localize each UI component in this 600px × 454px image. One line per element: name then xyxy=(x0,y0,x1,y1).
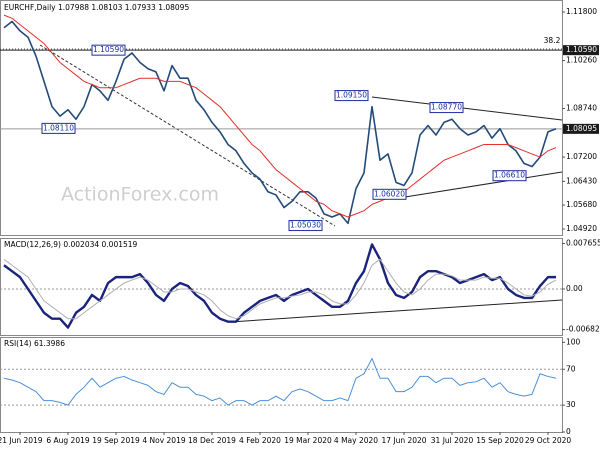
y-tick-label: 0.007655 xyxy=(566,239,600,248)
y-tick-label: 100 xyxy=(566,337,581,346)
rsi-title: RSI(14) 61.3986 xyxy=(4,339,65,348)
series-line xyxy=(3,258,557,320)
y-tick-label: 1.06430 xyxy=(566,176,597,185)
downtrend-line xyxy=(39,44,336,227)
x-tick-label: 29 Oct 2020 xyxy=(525,436,572,445)
annotation-label: 1.06610 xyxy=(494,171,525,180)
x-tick-label: 19 Sep 2019 xyxy=(92,436,140,445)
level-box xyxy=(563,45,599,56)
annotation-label: 1.08770 xyxy=(431,103,462,112)
annotation-label: 1.05030 xyxy=(290,221,321,230)
annotation-label: 1.09150 xyxy=(336,91,367,100)
macd-panel xyxy=(0,238,563,336)
y-tick-label: 1.04920 xyxy=(566,224,597,233)
series-line xyxy=(3,14,557,218)
y-tick-label: 70 xyxy=(566,364,576,373)
price-panel xyxy=(0,0,563,236)
series-line xyxy=(3,358,557,406)
y-tick-label: 1.10260 xyxy=(566,56,597,65)
triangle-lower xyxy=(404,171,563,198)
x-tick-label: 18 Dec 2019 xyxy=(188,436,236,445)
level-label: 1.08095 xyxy=(566,124,597,133)
level-label: 1.10590 xyxy=(566,45,597,54)
x-tick-label: 31 Jul 2020 xyxy=(431,436,474,445)
watermark: ActionForex.com xyxy=(61,184,219,206)
level-box xyxy=(563,123,599,134)
annotation-box xyxy=(91,44,126,56)
annotation-box xyxy=(372,188,407,200)
macd-title: MACD(12,26,9) 0.002034 0.001519 xyxy=(4,240,138,249)
annotation-label: 1.10590 xyxy=(93,45,124,54)
triangle-upper xyxy=(371,96,563,121)
annotation-box xyxy=(288,220,323,232)
annotation-label: 1.08110 xyxy=(43,123,74,132)
y-tick-label: 0.00 xyxy=(566,284,583,293)
x-tick-label: 4 Nov 2019 xyxy=(142,436,185,445)
fib-label: 38.2 xyxy=(544,36,561,45)
macd-trendline xyxy=(229,299,563,323)
y-tick-label: 1.11800 xyxy=(566,7,597,16)
y-tick-label: 1.07200 xyxy=(566,152,597,161)
annotation-box xyxy=(429,102,464,114)
y-tick-label: 1.08740 xyxy=(566,104,597,113)
x-tick-label: 21 Jun 2019 xyxy=(0,436,43,445)
x-tick-label: 17 Jun 2020 xyxy=(381,436,426,445)
x-tick-label: 15 Sep 2020 xyxy=(476,436,524,445)
series-line xyxy=(3,20,557,225)
y-tick-label: 0 xyxy=(566,427,571,436)
annotation-box xyxy=(334,90,369,102)
x-tick-label: 4 Feb 2020 xyxy=(239,436,281,445)
annotation-box xyxy=(41,122,76,134)
x-tick-label: 6 Aug 2019 xyxy=(46,436,89,445)
rsi-panel xyxy=(0,337,563,433)
price-title: EURCHF,Daily 1.07988 1.08103 1.07933 1.0… xyxy=(4,3,189,12)
x-tick-label: 4 May 2020 xyxy=(334,436,378,445)
annotation-box xyxy=(492,170,527,182)
x-tick-label: 19 Mar 2020 xyxy=(284,436,332,445)
y-tick-label: 30 xyxy=(566,400,576,409)
y-tick-label: 1.05680 xyxy=(566,200,597,209)
y-tick-label: -0.006822 xyxy=(566,325,600,334)
annotation-label: 1.06020 xyxy=(374,189,405,198)
